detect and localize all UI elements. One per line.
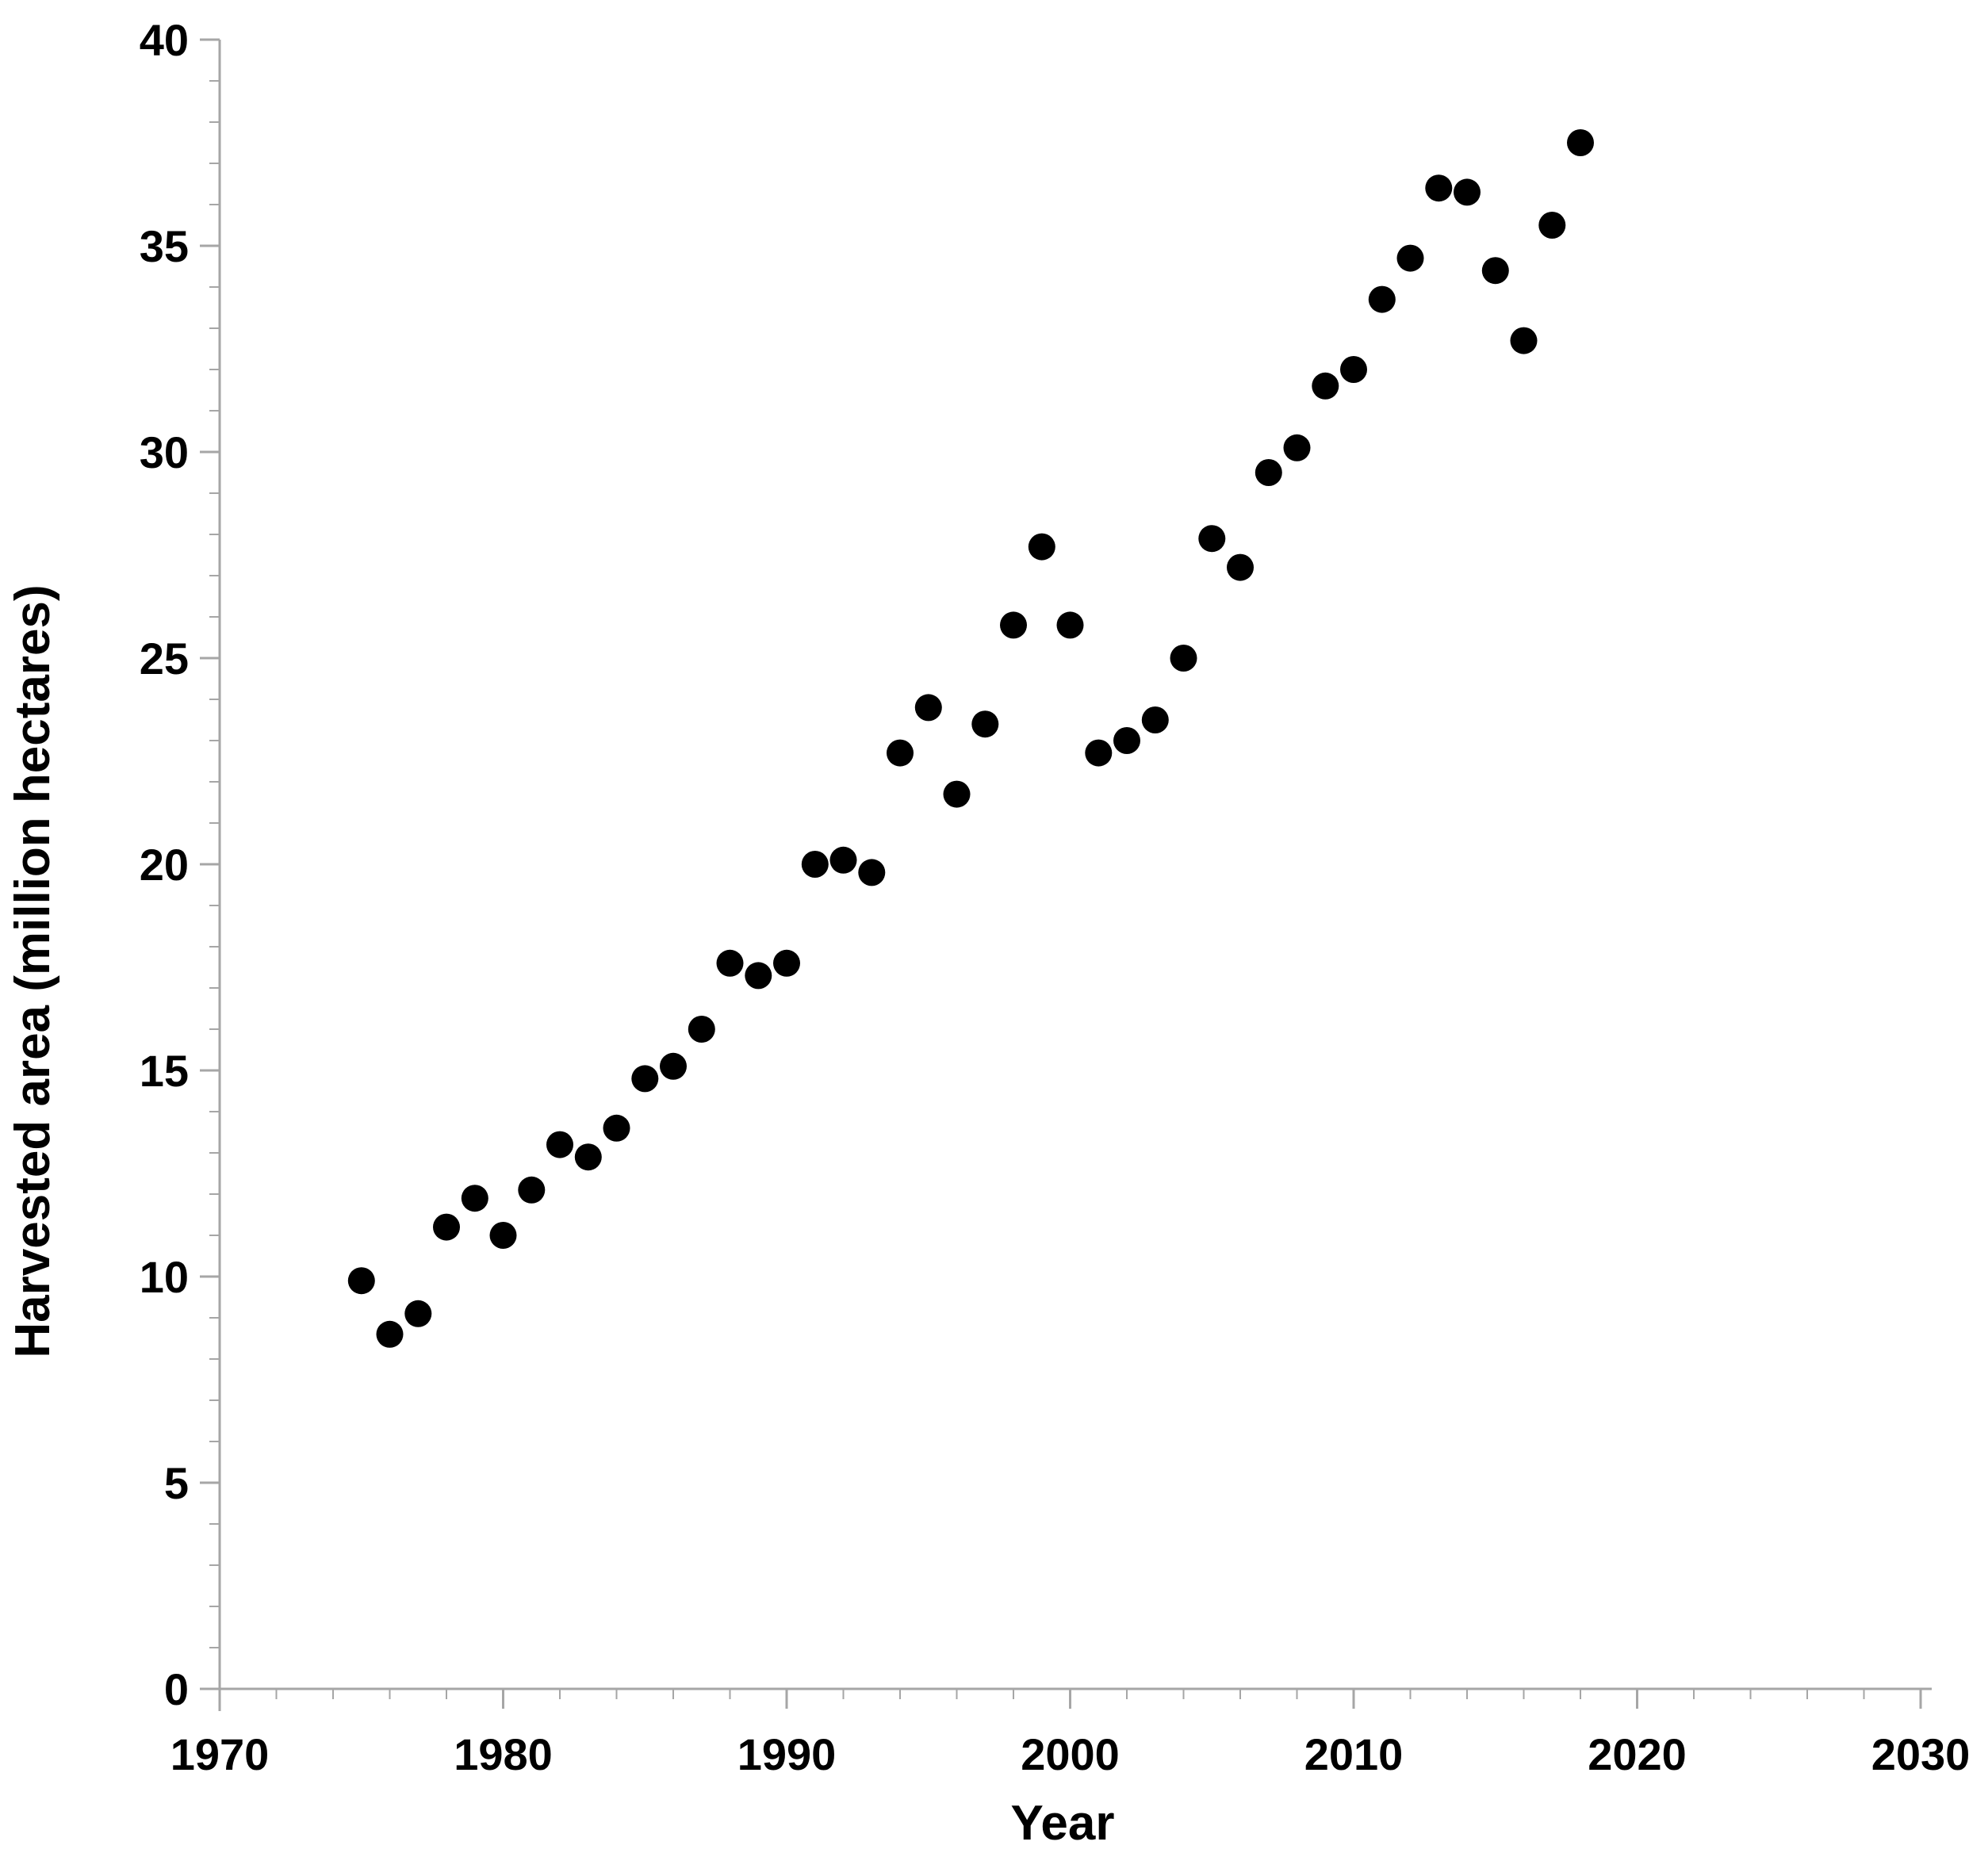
y-axis-tick-label: 40 (140, 15, 189, 65)
data-point (1227, 553, 1254, 581)
x-axis-tick-label: 1990 (737, 1729, 837, 1779)
y-axis-tick-label: 20 (140, 840, 189, 890)
x-axis-tick-label: 2010 (1304, 1729, 1404, 1779)
data-point (660, 1052, 687, 1080)
data-point (1255, 459, 1282, 486)
data-point (1481, 257, 1509, 285)
data-point (631, 1065, 659, 1093)
data-point (1396, 244, 1424, 272)
data-point (404, 1300, 432, 1327)
data-point (433, 1213, 460, 1241)
data-point (1340, 356, 1367, 383)
data-point (745, 962, 772, 990)
data-point (1454, 178, 1481, 206)
x-axis-tick-label: 2020 (1588, 1729, 1687, 1779)
x-axis-tick-label: 2000 (1021, 1729, 1120, 1779)
data-point (376, 1320, 404, 1348)
data-point (971, 710, 999, 738)
data-point (546, 1131, 573, 1158)
data-point (801, 851, 829, 878)
x-axis-tick-label: 2030 (1871, 1729, 1969, 1779)
data-point (1567, 129, 1594, 156)
data-point (1312, 372, 1339, 400)
y-axis-tick-label: 5 (164, 1458, 189, 1508)
axis-labels: 0 5 10 15 20 25 30 35 40 1970 1980 1990 2000 2010 2020… (6, 15, 1969, 1851)
y-axis-title: Harvested area (million hectares) (6, 584, 60, 1357)
data-point (829, 846, 857, 874)
data-point (887, 739, 914, 767)
data-point (1368, 285, 1396, 313)
data-point (1538, 212, 1566, 239)
data-point (858, 859, 886, 886)
y-axis-tick-label: 10 (140, 1252, 189, 1302)
data-point (489, 1222, 517, 1249)
data-point (518, 1176, 546, 1204)
data-point (603, 1114, 630, 1142)
data-point (1113, 727, 1140, 754)
data-point (1425, 174, 1453, 202)
data-point (914, 694, 942, 722)
data-point (1170, 645, 1197, 672)
data-point (688, 1016, 715, 1043)
data-point (1056, 611, 1084, 639)
y-axis-tick-label: 0 (164, 1664, 189, 1714)
y-axis-tick-label: 30 (140, 427, 189, 477)
x-axis-tick-label: 1980 (454, 1729, 553, 1779)
data-points (347, 129, 1594, 1348)
data-point (1085, 739, 1113, 767)
data-point (716, 949, 744, 977)
data-point (347, 1267, 375, 1295)
data-point (1198, 525, 1226, 553)
y-axis-tick-label: 25 (140, 634, 189, 683)
y-axis-tick-label: 35 (140, 221, 189, 271)
data-point (943, 780, 971, 808)
axes (200, 38, 1932, 1711)
data-point (1510, 327, 1538, 354)
data-point (574, 1143, 602, 1171)
data-point (1028, 533, 1055, 561)
x-axis-tick-label: 1970 (170, 1729, 270, 1779)
x-axis-title: Year (1010, 1796, 1114, 1851)
data-point (773, 949, 800, 977)
data-point (461, 1185, 488, 1212)
y-axis-tick-label: 15 (140, 1046, 189, 1096)
data-point (1000, 611, 1027, 639)
data-point (1141, 706, 1169, 733)
data-point (1283, 434, 1311, 461)
